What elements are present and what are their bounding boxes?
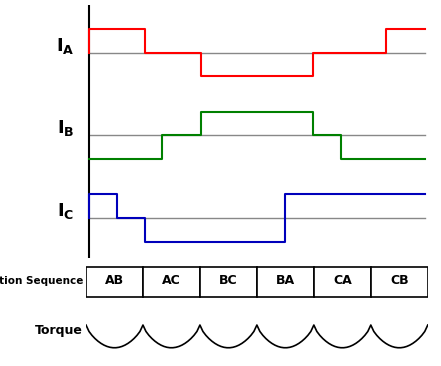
Bar xyxy=(86,267,143,296)
Bar xyxy=(200,267,257,296)
Text: Commutation Sequence: Commutation Sequence xyxy=(0,276,83,286)
Text: AC: AC xyxy=(162,274,181,287)
Text: CA: CA xyxy=(333,274,352,287)
Text: Torque: Torque xyxy=(35,324,83,337)
Text: AB: AB xyxy=(105,274,124,287)
Text: $\mathbf{I_B}$: $\mathbf{I_B}$ xyxy=(57,118,75,138)
Text: $\mathbf{I_C}$: $\mathbf{I_C}$ xyxy=(57,201,75,221)
Text: $\mathbf{I_A}$: $\mathbf{I_A}$ xyxy=(56,36,75,56)
Bar xyxy=(314,267,371,296)
Text: BC: BC xyxy=(219,274,238,287)
Bar xyxy=(257,267,314,296)
Bar xyxy=(371,267,428,296)
Text: BA: BA xyxy=(276,274,295,287)
Bar xyxy=(143,267,200,296)
Text: CB: CB xyxy=(390,274,409,287)
